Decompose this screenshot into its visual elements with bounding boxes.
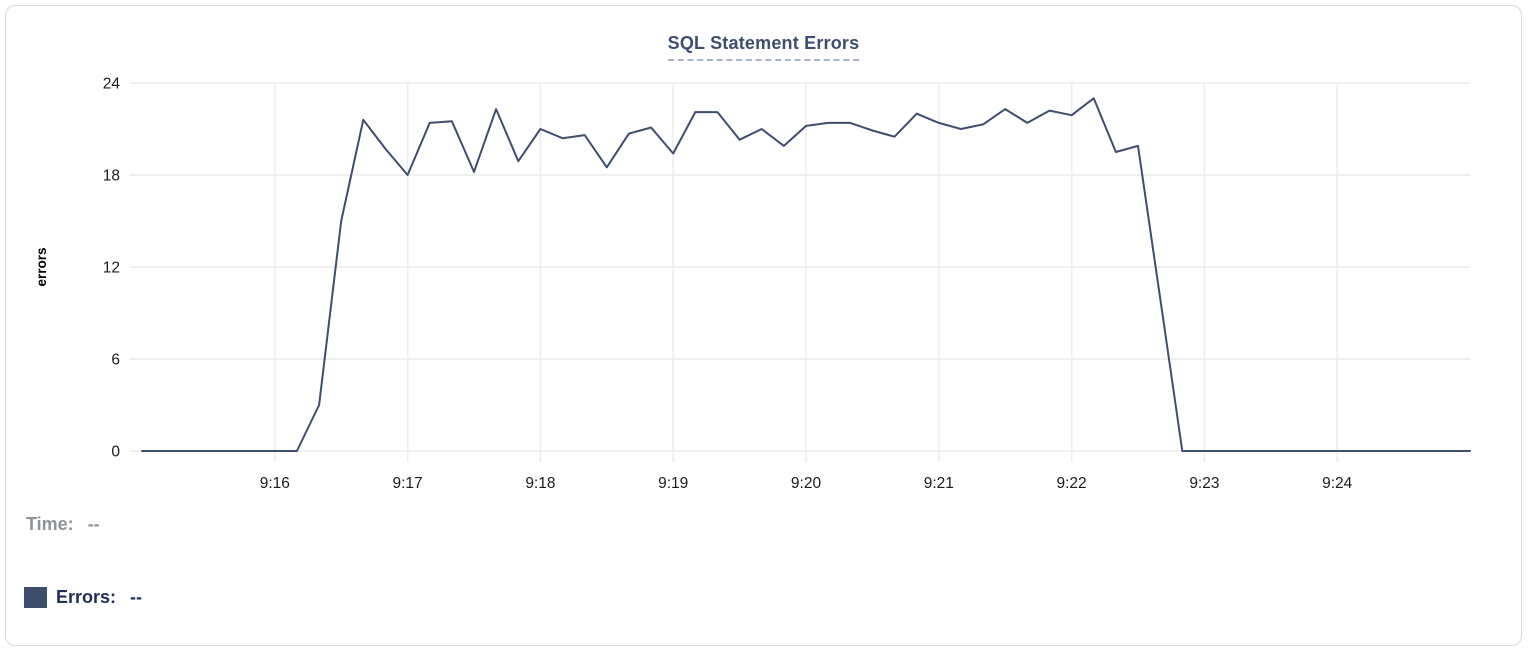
chart-card: SQL Statement Errors 0 6 12 18 24 9:16 9:17 9:1… [5,5,1522,646]
errors-series-swatch [24,587,47,608]
x-tick-label: 9:23 [1189,475,1219,492]
x-tick-label: 9:20 [791,475,822,492]
line-chart[interactable]: 0 6 12 18 24 9:16 9:17 9:18 9:19 9:20 9:21 9:22 9:23… [6,6,1522,504]
y-tick-label: 12 [103,260,120,277]
tooltip-time-row: Time: -- [26,514,100,535]
y-tick-label: 24 [103,76,121,93]
legend-errors-row[interactable]: Errors: -- [24,587,142,608]
x-tick-label: 9:24 [1322,475,1353,492]
x-tick-label: 9:16 [260,475,290,492]
y-tick-label: 6 [111,352,120,369]
y-axis-title: errors [34,247,49,286]
y-tick-label: 18 [103,168,120,185]
y-tick-label: 0 [111,444,120,461]
legend-errors-label: Errors: [56,587,117,607]
x-tick-label: 9:19 [658,475,688,492]
tooltip-time-label: Time: [26,514,74,534]
tooltip-time-value: -- [87,514,100,534]
errors-line-series[interactable] [141,97,1471,452]
legend-errors-value: -- [130,587,143,607]
x-tick-label: 9:18 [525,475,555,492]
x-tick-label: 9:17 [393,475,423,492]
chart-header: SQL Statement Errors [6,33,1521,61]
x-tick-label: 9:21 [924,475,954,492]
x-tick-label: 9:22 [1057,475,1087,492]
chart-title-link[interactable]: SQL Statement Errors [667,33,860,61]
